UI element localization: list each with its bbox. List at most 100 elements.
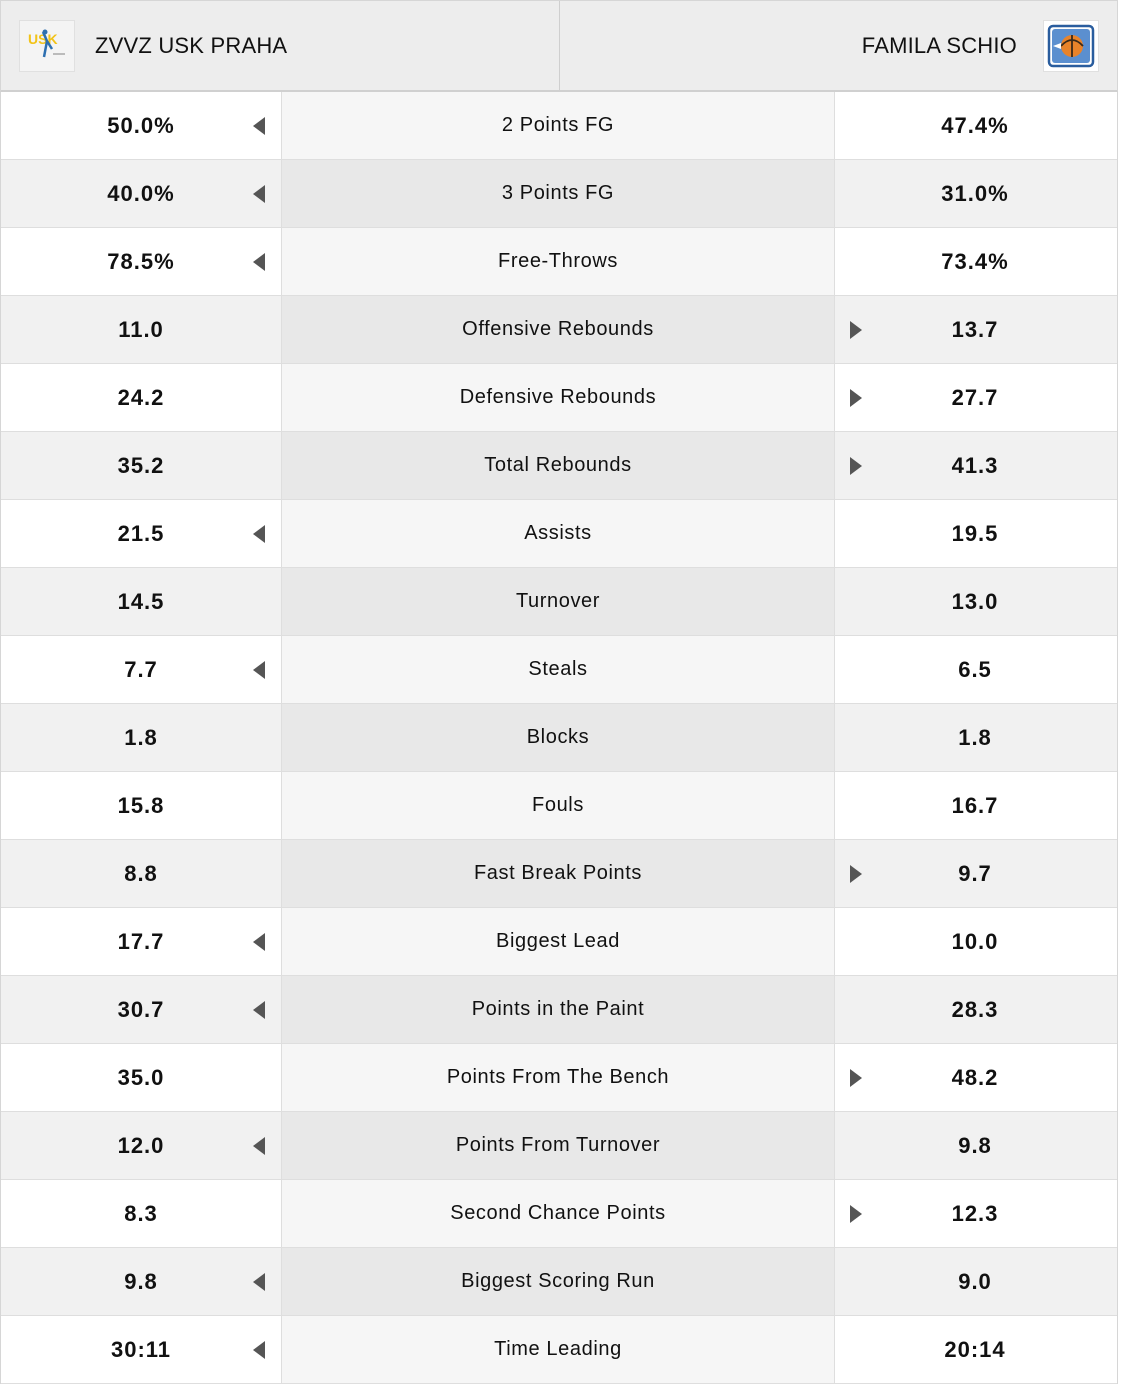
stat-label: Turnover — [515, 590, 601, 612]
home-stat-value: 7.7 — [124, 656, 158, 682]
stat-label: Second Chance Points — [450, 1202, 666, 1224]
stat-label: Blocks — [526, 726, 590, 748]
away-value-cell: 20:14 — [835, 1316, 1117, 1383]
stat-label: Fast Break Points — [473, 862, 643, 884]
away-stat-value: 6.5 — [958, 656, 992, 682]
away-value-cell: 12.3 — [835, 1180, 1117, 1247]
away-value-cell: 73.4% — [835, 228, 1117, 295]
stat-label-cell: Points From Turnover — [281, 1112, 835, 1179]
home-stat-value: 15.8 — [117, 792, 165, 818]
stat-label: Total Rebounds — [484, 454, 632, 476]
comparison-header: USK ZVVZ USK PRAHA FAMILA SCHIO — [0, 0, 1118, 92]
away-value-cell: 31.0% — [835, 160, 1117, 227]
away-value-cell: 41.3 — [835, 432, 1117, 499]
home-value-cell: 9.8 — [1, 1248, 281, 1315]
home-leader-arrow-icon — [253, 932, 265, 951]
stat-label-cell: Time Leading — [281, 1316, 835, 1383]
stat-label: Steals — [528, 658, 588, 680]
away-value-cell: 47.4% — [835, 92, 1117, 159]
away-stat-value: 19.5 — [951, 520, 999, 546]
home-value-cell: 35.0 — [1, 1044, 281, 1111]
home-leader-arrow-icon — [253, 660, 265, 679]
away-stat-value: 13.0 — [951, 588, 999, 614]
home-value-cell: 50.0% — [1, 92, 281, 159]
home-stat-value: 50.0% — [107, 112, 175, 138]
home-stat-value: 78.5% — [107, 248, 175, 274]
stat-row: 30.7 Points in the Paint 28.3 — [1, 976, 1117, 1044]
home-value-cell: 17.7 — [1, 908, 281, 975]
home-stat-value: 35.2 — [117, 452, 165, 478]
away-stat-value: 10.0 — [951, 928, 999, 954]
home-value-cell: 8.3 — [1, 1180, 281, 1247]
away-value-cell: 27.7 — [835, 364, 1117, 431]
home-value-cell: 14.5 — [1, 568, 281, 635]
away-stat-value: 73.4% — [941, 248, 1009, 274]
schio-logo-icon — [1047, 24, 1095, 67]
home-stat-value: 12.0 — [117, 1132, 165, 1158]
stat-label: Points From The Bench — [446, 1066, 670, 1088]
away-value-cell: 1.8 — [835, 704, 1117, 771]
home-stat-value: 9.8 — [124, 1268, 158, 1294]
away-stat-value: 20:14 — [944, 1336, 1006, 1362]
stat-label-cell: Points From The Bench — [281, 1044, 835, 1111]
home-stat-value: 11.0 — [118, 316, 164, 342]
away-value-cell: 9.0 — [835, 1248, 1117, 1315]
home-team-name: ZVVZ USK PRAHA — [95, 32, 288, 58]
stat-label: Fouls — [532, 794, 584, 816]
home-stat-value: 40.0% — [107, 180, 175, 206]
stat-label: Time Leading — [494, 1338, 622, 1360]
svg-text:USK: USK — [28, 31, 58, 47]
home-team-logo: USK — [19, 19, 75, 72]
stat-row: 8.3 Second Chance Points 12.3 — [1, 1180, 1117, 1248]
stat-label: Defensive Rebounds — [459, 386, 657, 408]
home-value-cell: 40.0% — [1, 160, 281, 227]
home-value-cell: 8.8 — [1, 840, 281, 907]
home-value-cell: 11.0 — [1, 296, 281, 363]
away-stat-value: 27.7 — [951, 384, 999, 410]
stat-row: 35.0 Points From The Bench 48.2 — [1, 1044, 1117, 1112]
home-stat-value: 1.8 — [124, 724, 158, 750]
home-value-cell: 21.5 — [1, 500, 281, 567]
home-value-cell: 1.8 — [1, 704, 281, 771]
home-value-cell: 35.2 — [1, 432, 281, 499]
away-stat-value: 16.7 — [951, 792, 999, 818]
stat-label-cell: Points in the Paint — [281, 976, 835, 1043]
stat-label-cell: 3 Points FG — [281, 160, 835, 227]
home-leader-arrow-icon — [253, 184, 265, 203]
stat-row: 9.8 Biggest Scoring Run 9.0 — [1, 1248, 1117, 1316]
away-team-logo — [1043, 19, 1099, 72]
stat-label: 3 Points FG — [501, 182, 615, 204]
away-team-name: FAMILA SCHIO — [861, 32, 1017, 58]
home-stat-value: 8.8 — [124, 860, 158, 886]
stat-label: Assists — [524, 522, 592, 544]
home-stat-value: 17.7 — [117, 928, 165, 954]
away-leader-arrow-icon — [850, 320, 862, 339]
stat-label-cell: Biggest Lead — [281, 908, 835, 975]
stat-row: 40.0% 3 Points FG 31.0% — [1, 160, 1117, 228]
away-leader-arrow-icon — [850, 1204, 862, 1223]
stat-label-cell: Fouls — [281, 772, 835, 839]
away-value-cell: 10.0 — [835, 908, 1117, 975]
stat-row: 35.2 Total Rebounds 41.3 — [1, 432, 1117, 500]
stat-row: 11.0 Offensive Rebounds 13.7 — [1, 296, 1117, 364]
stat-row: 30:11 Time Leading 20:14 — [1, 1316, 1117, 1384]
stat-label-cell: Steals — [281, 636, 835, 703]
away-leader-arrow-icon — [850, 456, 862, 475]
away-stat-value: 41.3 — [951, 452, 999, 478]
home-stat-value: 21.5 — [117, 520, 165, 546]
away-value-cell: 28.3 — [835, 976, 1117, 1043]
stat-row: 78.5% Free-Throws 73.4% — [1, 228, 1117, 296]
home-leader-arrow-icon — [253, 116, 265, 135]
stat-row: 24.2 Defensive Rebounds 27.7 — [1, 364, 1117, 432]
away-leader-arrow-icon — [850, 388, 862, 407]
stat-label-cell: Fast Break Points — [281, 840, 835, 907]
home-leader-arrow-icon — [253, 524, 265, 543]
stat-label-cell: Turnover — [281, 568, 835, 635]
home-value-cell: 30:11 — [1, 1316, 281, 1383]
stat-label: Free-Throws — [498, 250, 618, 272]
stat-row: 14.5 Turnover 13.0 — [1, 568, 1117, 636]
away-stat-value: 31.0% — [941, 180, 1009, 206]
home-value-cell: 30.7 — [1, 976, 281, 1043]
home-leader-arrow-icon — [253, 1000, 265, 1019]
